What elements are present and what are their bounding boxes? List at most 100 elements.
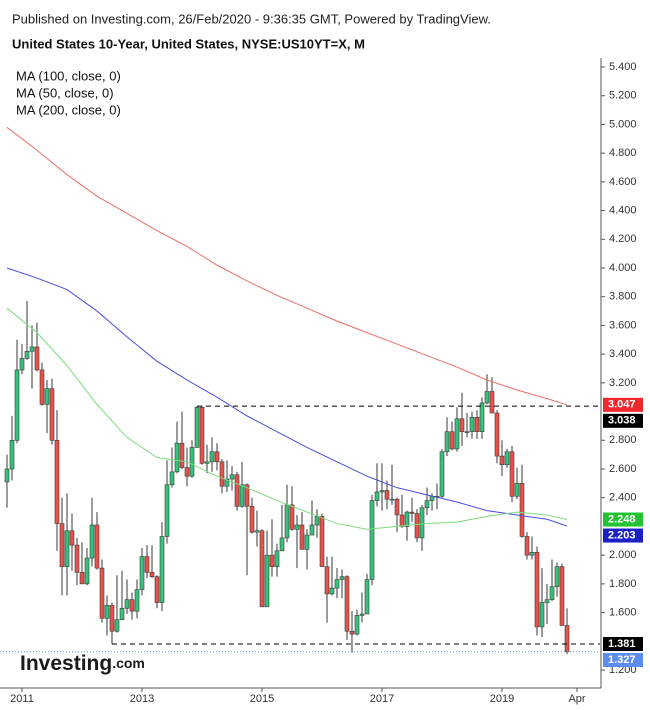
price-badge (603, 653, 643, 668)
candle-body (114, 619, 120, 632)
candle-body (559, 566, 565, 626)
y-tick-label: 2.800 (609, 434, 637, 446)
candle-body (339, 576, 345, 580)
candle-body (174, 442, 180, 473)
price-badge (603, 637, 643, 652)
y-tick-label: 2.600 (609, 463, 637, 475)
candle-body (109, 605, 115, 632)
candle-body (539, 602, 545, 628)
candle-body (279, 537, 285, 552)
x-tick-label: 2015 (250, 693, 274, 705)
ma-line (6, 267, 568, 527)
candle-body (64, 530, 70, 567)
candle-body (319, 516, 325, 567)
candle-body (69, 530, 75, 546)
candle-body (459, 418, 465, 432)
y-tick-label: 4.200 (609, 233, 637, 245)
y-tick-label: 1.800 (609, 578, 637, 590)
logo: Investing.com (20, 652, 145, 675)
candle-body (24, 350, 30, 359)
candle-body (519, 483, 525, 537)
y-tick-label: 2.000 (609, 549, 637, 561)
candle-body (269, 554, 275, 567)
price-badge-label: 2.203 (608, 529, 636, 541)
candle-body (419, 507, 425, 539)
candle-body (14, 369, 20, 441)
candle-body (34, 346, 40, 371)
candle-body (49, 388, 55, 441)
candle-body (289, 504, 295, 530)
y-tick-label: 5.200 (609, 90, 637, 102)
candle-body (209, 451, 215, 463)
y-tick-label: 2.400 (609, 492, 637, 504)
candle-body (344, 576, 350, 632)
candle-body (474, 417, 480, 432)
candle-body (369, 500, 375, 580)
candle-body (349, 630, 355, 635)
y-tick-label: 5.400 (609, 61, 637, 73)
logo-main: Investing (20, 652, 112, 675)
candle-body (294, 524, 300, 530)
x-tick-label: 2011 (10, 693, 34, 705)
x-tick-label: 2019 (490, 693, 514, 705)
candle-body (414, 513, 420, 539)
candle-body (4, 468, 10, 483)
candle-body (169, 471, 175, 486)
candle-body (244, 484, 250, 507)
candle-body (259, 530, 265, 608)
candle-body (234, 474, 240, 507)
candle-body (264, 554, 270, 608)
candle-body (359, 613, 365, 616)
candle-body (334, 579, 340, 589)
candle-body (374, 491, 380, 501)
candle-body (394, 498, 400, 516)
candle-body (224, 478, 230, 487)
candle-body (164, 484, 170, 537)
candle-body (214, 451, 220, 463)
candle-body (99, 567, 105, 619)
candle-body (384, 490, 390, 500)
price-badge-label: 2.248 (608, 513, 636, 525)
candle-body (429, 495, 435, 501)
y-tick-label: 3.800 (609, 291, 637, 303)
candle-body (389, 498, 395, 501)
legend-entry: MA (200, close, 0) (16, 102, 121, 117)
candle-body (424, 500, 430, 509)
candle-body (324, 566, 330, 595)
candle-body (179, 442, 185, 468)
y-tick-label: 5.000 (609, 118, 637, 130)
candle-body (509, 451, 515, 497)
x-tick-label: Apr (568, 693, 585, 705)
candle-body (329, 587, 335, 595)
price-badge (603, 528, 643, 543)
ma-line (6, 307, 568, 530)
y-tick-label: 4.800 (609, 147, 637, 159)
candle-body (119, 607, 125, 621)
candle-body (104, 605, 110, 619)
candle-body (39, 369, 45, 405)
candle-body (449, 431, 455, 450)
candle-body (469, 417, 475, 432)
price-badge-label: 3.038 (608, 415, 636, 427)
x-tick-label: 2013 (130, 693, 154, 705)
candle-body (89, 524, 95, 559)
y-tick-label: 4.000 (609, 262, 637, 274)
price-badge-label: 1.327 (608, 654, 636, 666)
candle-body (139, 556, 145, 590)
candle-body (564, 625, 570, 653)
candle-body (199, 406, 205, 464)
candle-body (364, 579, 370, 615)
candle-body (444, 431, 450, 453)
candle-body (309, 524, 315, 536)
candle-body (144, 556, 150, 573)
candle-body (84, 557, 90, 585)
candle-body (404, 511, 410, 527)
candle-body (479, 402, 485, 432)
candle-body (494, 412, 500, 457)
candle-body (284, 504, 290, 539)
candle-body (554, 566, 560, 588)
candle-body (314, 516, 320, 526)
candle-body (239, 484, 245, 507)
candle-body (189, 447, 195, 477)
